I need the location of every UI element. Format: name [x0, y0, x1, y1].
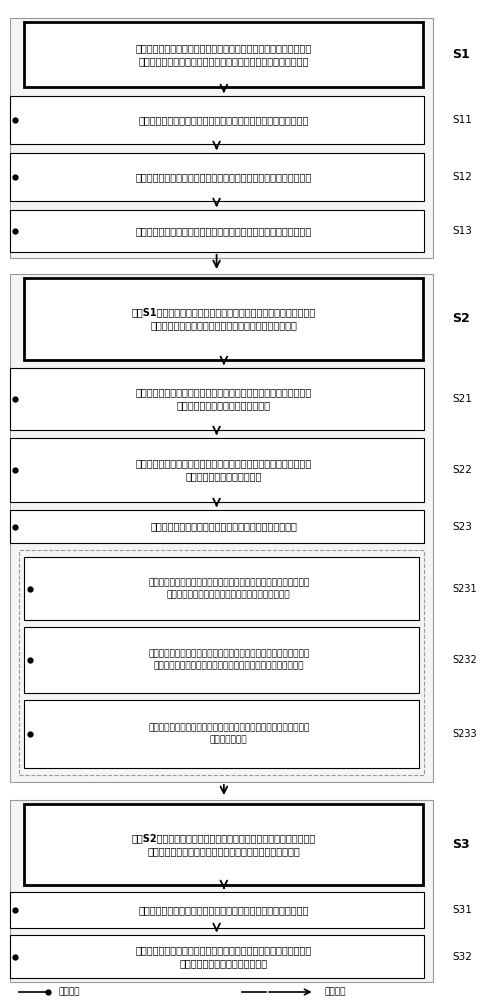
Bar: [24, 700, 419, 768]
Text: S2: S2: [453, 312, 470, 326]
Bar: [10, 18, 433, 258]
Text: S31: S31: [453, 905, 472, 915]
Bar: [10, 153, 424, 201]
Bar: [19, 550, 424, 775]
Bar: [10, 210, 424, 252]
Text: 根据S2得到的多骨架模型，对最底层模块单元的实体特征进行详细设
计，并对详细设计模型进行工程分析，输出详细设计模型。: 根据S2得到的多骨架模型，对最底层模块单元的实体特征进行详细设 计，并对详细设计…: [132, 833, 316, 856]
Text: 根据功能描述进行概念设计，建立实现气象卫星功能的基本工程结构: 根据功能描述进行概念设计，建立实现气象卫星功能的基本工程结构: [136, 172, 312, 182]
Bar: [24, 557, 419, 620]
Text: S233: S233: [453, 729, 477, 739]
Text: 设计规划阶段主要对气象卫星进行功能描述、概念设计和结构分解，
并确定各层级全局设计所必需的关键设计参数，输出布局设计模型: 设计规划阶段主要对气象卫星进行功能描述、概念设计和结构分解， 并确定各层级全局设…: [136, 43, 312, 66]
Text: 根据S1得到的布局设计模型，自顶向下在各层级模块单元中构建多骨
架模型，并将布局映射到骨架模型中，输出多骨架模型：: 根据S1得到的布局设计模型，自顶向下在各层级模块单元中构建多骨 架模型，并将布局…: [132, 307, 316, 331]
Bar: [24, 804, 423, 885]
Text: S232: S232: [453, 655, 477, 665]
Bar: [10, 935, 424, 978]
Bar: [10, 274, 433, 782]
Bar: [10, 510, 424, 543]
Text: 次序关系: 次序关系: [324, 988, 346, 996]
Bar: [24, 22, 423, 87]
Text: 包含关系: 包含关系: [58, 988, 79, 996]
Bar: [10, 96, 424, 144]
Bar: [24, 278, 423, 360]
Text: 建立整星级、舱段级的位置骨架，在位置骨架中构建隶属于本模块单
元的下层模块单元的接口与位置特征: 建立整星级、舱段级的位置骨架，在位置骨架中构建隶属于本模块单 元的下层模块单元的…: [136, 387, 312, 411]
Text: S231: S231: [453, 584, 477, 593]
Text: 对最底层模块单元的实体特征进行详细设计，建立具体的工程约束: 对最底层模块单元的实体特征进行详细设计，建立具体的工程约束: [138, 905, 309, 915]
Bar: [10, 438, 424, 502]
Text: 对产品结构进行分解，构建实现产品功能的模块、子模块及模块接口: 对产品结构进行分解，构建实现产品功能的模块、子模块及模块接口: [136, 226, 312, 236]
Text: S13: S13: [453, 226, 472, 236]
Text: 整星级模块单元直接在设计骨架里建立下层各舱段级模块单元的发布
骨架，在各发布骨架里构建所需发布的关键产品特征: 整星级模块单元直接在设计骨架里建立下层各舱段级模块单元的发布 骨架，在各发布骨架…: [148, 578, 309, 599]
Bar: [10, 892, 424, 928]
Text: S23: S23: [453, 521, 472, 531]
Text: S1: S1: [453, 48, 470, 61]
Bar: [24, 627, 419, 693]
Text: 根据不同层级的模块单元，发布骨架的建模过程有所不同: 根据不同层级的模块单元，发布骨架的建模过程有所不同: [151, 521, 297, 531]
Text: S21: S21: [453, 394, 472, 404]
Text: 舱板级模块单元直接装配各舱板模块单元的发布骨架，依据设计说明
书进行详细设计: 舱板级模块单元直接装配各舱板模块单元的发布骨架，依据设计说明 书进行详细设计: [148, 724, 309, 744]
Text: S32: S32: [453, 952, 472, 962]
Text: 对详细设计模型进行工程分析，保证各层级模块单元的设计结果符合
设计说明书，且有利于最终的装配: 对详细设计模型进行工程分析，保证各层级模块单元的设计结果符合 设计说明书，且有利…: [136, 945, 312, 968]
Text: S3: S3: [453, 838, 470, 851]
Bar: [10, 368, 424, 430]
Text: S11: S11: [453, 115, 472, 125]
Text: 对气象卫星进行功能设计，描述气象卫星需要实现的具体产品功能: 对气象卫星进行功能设计，描述气象卫星需要实现的具体产品功能: [138, 115, 309, 125]
Text: S22: S22: [453, 465, 472, 475]
Text: 舱段级模块单元应首先装配整星级模块单元的发布骨架，然后进行设
计骨架的设计，创建隶属于本层的各舱板级模块单元的发布骨架: 舱段级模块单元应首先装配整星级模块单元的发布骨架，然后进行设 计骨架的设计，创建…: [148, 650, 309, 670]
Text: 建立整星级、舱段级的设计骨架，通过笛卡尔坐标系装配各自的位置
骨架，并进行设计骨架的设计: 建立整星级、舱段级的设计骨架，通过笛卡尔坐标系装配各自的位置 骨架，并进行设计骨…: [136, 458, 312, 482]
Bar: [10, 800, 433, 982]
Text: S12: S12: [453, 172, 472, 182]
